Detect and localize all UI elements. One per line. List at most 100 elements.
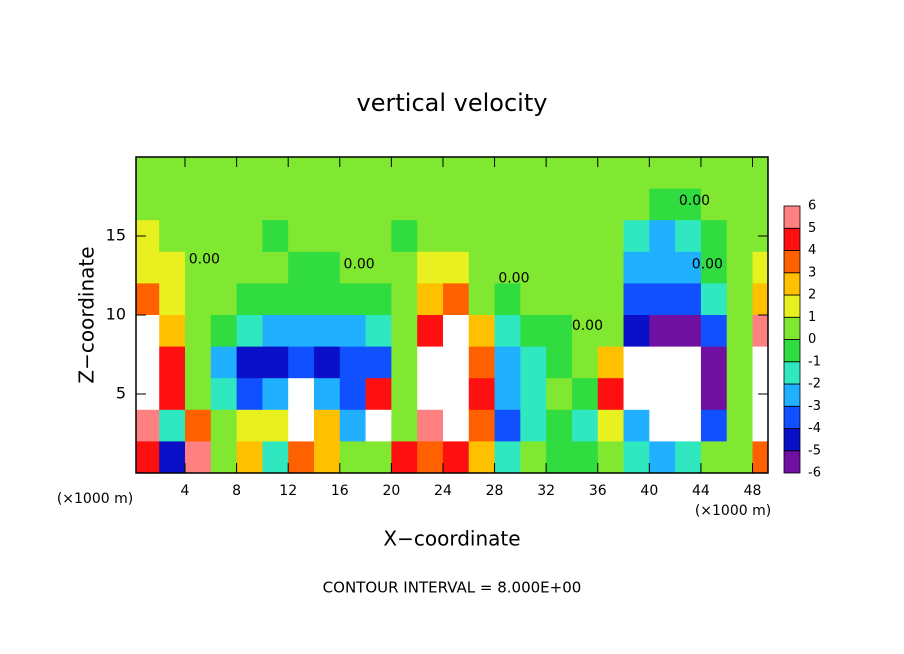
contour-cell <box>752 283 768 316</box>
contour-cell <box>288 378 315 411</box>
contour-cell <box>391 220 418 253</box>
contour-cell <box>159 378 186 411</box>
x-tick-label: 24 <box>434 483 452 499</box>
contour-cell <box>649 409 676 442</box>
contour-cell <box>623 157 650 190</box>
contour-cell <box>468 188 496 221</box>
x-tick-label: 8 <box>232 483 241 499</box>
contour-cell <box>391 157 418 190</box>
contour-cell <box>597 441 625 473</box>
contour-cell <box>339 346 367 379</box>
contour-cell <box>236 346 263 379</box>
contour-cell <box>546 409 573 442</box>
contour-cell <box>339 315 367 348</box>
contour-cell <box>288 157 315 190</box>
contour-cell <box>417 409 444 442</box>
contour-cell <box>700 346 728 379</box>
contour-cell <box>136 251 160 284</box>
contour-cell <box>623 220 650 253</box>
contour-cell <box>494 188 521 221</box>
contour-cell <box>571 220 599 253</box>
contour-cell <box>571 157 599 190</box>
contour-cell <box>185 409 212 442</box>
contour-cell <box>313 378 341 411</box>
contour-cell <box>675 441 702 473</box>
contour-cell <box>468 157 496 190</box>
x-tick-label: 4 <box>181 483 190 499</box>
colorbar-box <box>783 227 801 251</box>
colorbar-label: -5 <box>808 443 821 458</box>
contour-cell <box>313 188 341 221</box>
contour-cell <box>546 220 573 253</box>
contour-cell <box>391 346 418 379</box>
contour-cell <box>494 378 521 411</box>
contour-cell <box>159 157 186 190</box>
contour-cell <box>726 157 754 190</box>
contour-cell <box>391 378 418 411</box>
contour-cell <box>417 346 444 379</box>
contour-cell <box>339 251 367 284</box>
contour-cell <box>236 378 263 411</box>
contour-cell <box>520 378 547 411</box>
contour-cell <box>520 251 547 284</box>
contour-cell <box>520 157 547 190</box>
contour-cell <box>236 157 263 190</box>
contour-cell <box>288 251 315 284</box>
contour-cell <box>136 220 160 253</box>
colorbar-box <box>783 428 801 452</box>
contour-cell <box>649 220 676 253</box>
contour-cell <box>752 346 768 379</box>
contour-cell <box>675 378 702 411</box>
colorbar-box <box>783 339 801 363</box>
colorbar-box <box>783 361 801 385</box>
contour-cell <box>185 315 212 348</box>
contour-cell <box>262 441 289 473</box>
contour-cell <box>236 409 263 442</box>
colorbar-label: 6 <box>808 199 816 214</box>
contour-cell <box>210 157 238 190</box>
colorbar-label: -3 <box>808 399 821 414</box>
contour-cell <box>571 251 599 284</box>
contour-cell <box>159 251 186 284</box>
contour-cell <box>623 315 650 348</box>
contour-cell <box>468 441 496 473</box>
contour-cell <box>236 315 263 348</box>
contour-cell <box>185 441 212 473</box>
contour-cell <box>210 220 238 253</box>
contour-label: 0.00 <box>498 271 529 287</box>
contour-cell <box>236 188 263 221</box>
contour-cell <box>623 409 650 442</box>
colorbar-box <box>783 272 801 296</box>
colorbar-box <box>783 294 801 318</box>
contour-cell <box>313 315 341 348</box>
contour-cell <box>339 409 367 442</box>
contour-cell <box>649 441 676 473</box>
contour-cell <box>597 157 625 190</box>
contour-cell <box>339 157 367 190</box>
contour-cell <box>391 251 418 284</box>
contour-cell <box>442 409 470 442</box>
contour-cell <box>520 409 547 442</box>
x-tick-label: 16 <box>331 483 349 499</box>
contour-cell <box>675 251 702 284</box>
contour-cell <box>468 251 496 284</box>
contour-cell <box>262 251 289 284</box>
contour-cell <box>520 220 547 253</box>
contour-cell <box>185 251 212 284</box>
contour-cell <box>623 251 650 284</box>
contour-cell <box>675 409 702 442</box>
contour-cell <box>494 251 521 284</box>
contour-cell <box>520 283 547 316</box>
contour-cell <box>313 283 341 316</box>
contour-cell <box>210 315 238 348</box>
contour-cell <box>546 283 573 316</box>
contour-cell <box>313 220 341 253</box>
colorbar-box <box>783 316 801 340</box>
contour-cell <box>136 188 160 221</box>
contour-cell <box>313 441 341 473</box>
contour-cell <box>210 283 238 316</box>
contour-cell <box>262 378 289 411</box>
contour-cell <box>597 251 625 284</box>
contour-cell <box>597 315 625 348</box>
contour-cell <box>417 157 444 190</box>
